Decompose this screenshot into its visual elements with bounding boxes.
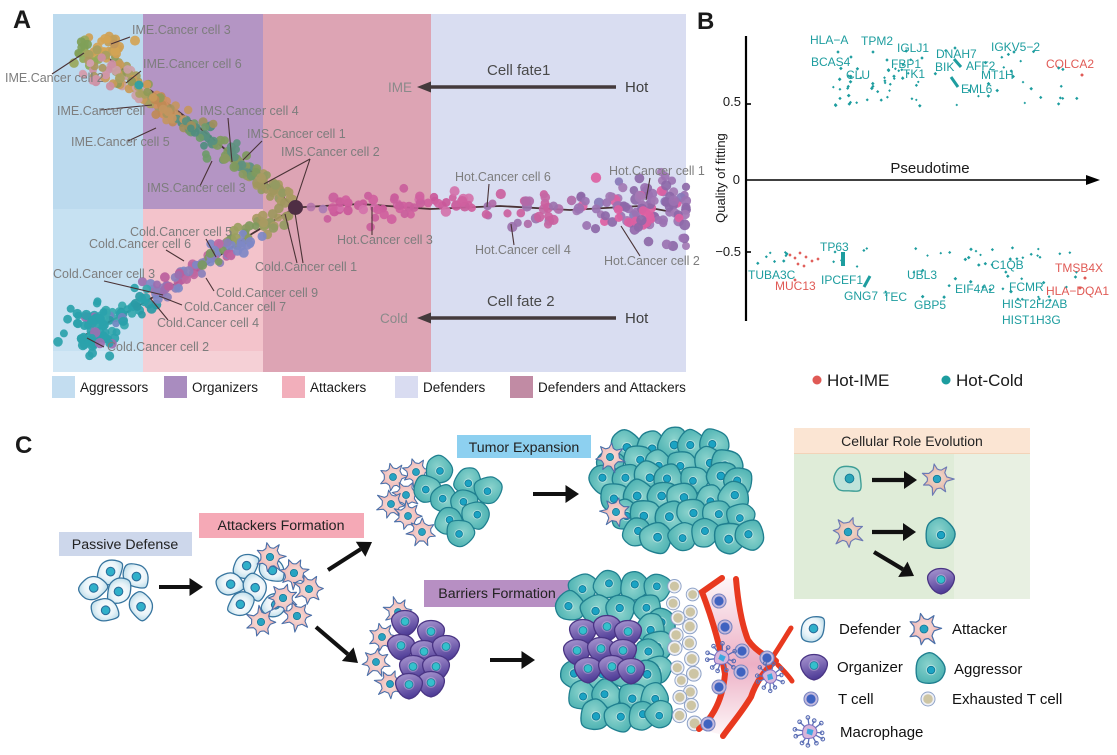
svg-text:IMS.Cancer cell 4: IMS.Cancer cell 4 [200, 104, 299, 118]
svg-text:−0.5: −0.5 [715, 244, 741, 259]
svg-text:Attackers: Attackers [310, 380, 367, 395]
svg-text:Pseudotime: Pseudotime [890, 160, 969, 177]
svg-text:IPCEF1: IPCEF1 [821, 273, 863, 287]
svg-text:EIF4A2: EIF4A2 [955, 282, 995, 296]
svg-text:IGLJ1: IGLJ1 [897, 41, 929, 55]
svg-text:A: A [13, 6, 31, 34]
svg-text:IMS.Cancer cell 1: IMS.Cancer cell 1 [247, 127, 346, 141]
svg-text:IME.Cancer cell 3: IME.Cancer cell 3 [132, 23, 231, 37]
svg-text:C1QB: C1QB [991, 258, 1024, 272]
svg-text:T cell: T cell [838, 691, 874, 708]
svg-text:EML6: EML6 [961, 82, 993, 96]
svg-text:Defenders and Attackers: Defenders and Attackers [538, 380, 686, 395]
svg-text:TPM2: TPM2 [861, 34, 893, 48]
svg-text:Cold.Cancer cell 4: Cold.Cancer cell 4 [157, 316, 259, 330]
svg-text:HIST1H3G: HIST1H3G [1002, 313, 1061, 327]
svg-text:GNG7: GNG7 [844, 289, 878, 303]
svg-text:Exhausted T cell: Exhausted T cell [952, 691, 1062, 708]
svg-text:Hot-IME: Hot-IME [827, 371, 889, 390]
svg-text:Attacker: Attacker [952, 621, 1007, 638]
svg-text:Aggressor: Aggressor [954, 661, 1022, 678]
svg-text:HLA−A: HLA−A [810, 33, 848, 47]
svg-text:Hot.Cancer cell 6: Hot.Cancer cell 6 [455, 170, 551, 184]
svg-text:IME.Cancer cell 6: IME.Cancer cell 6 [143, 57, 242, 71]
svg-text:Cold.Cancer cell 1: Cold.Cancer cell 1 [255, 260, 357, 274]
svg-text:HLA−DQA1: HLA−DQA1 [1046, 284, 1109, 298]
svg-text:Hot: Hot [625, 79, 649, 96]
svg-text:Attackers Formation: Attackers Formation [218, 518, 345, 534]
svg-text:GBP5: GBP5 [914, 298, 946, 312]
svg-text:FCMR: FCMR [1009, 280, 1044, 294]
svg-text:IME: IME [388, 80, 412, 95]
svg-text:TP63: TP63 [820, 240, 849, 254]
svg-text:FBP1: FBP1 [891, 57, 921, 71]
svg-text:0: 0 [733, 172, 740, 187]
svg-text:Quality of fitting: Quality of fitting [713, 133, 728, 223]
svg-text:Cold.Cancer cell 5: Cold.Cancer cell 5 [130, 225, 232, 239]
svg-text:Defenders: Defenders [423, 380, 486, 395]
svg-text:HIST2H2AB: HIST2H2AB [1002, 297, 1067, 311]
svg-text:Hot-Cold: Hot-Cold [956, 371, 1023, 390]
svg-text:Cold.Cancer cell 3: Cold.Cancer cell 3 [53, 267, 155, 281]
svg-text:Hot.Cancer cell 4: Hot.Cancer cell 4 [475, 243, 571, 257]
svg-text:TK1: TK1 [903, 67, 925, 81]
svg-text:TMSB4X: TMSB4X [1055, 261, 1103, 275]
svg-text:Barriers Formation: Barriers Formation [438, 586, 555, 602]
svg-text:Cold.Cancer cell 9: Cold.Cancer cell 9 [216, 286, 318, 300]
svg-text:Hot.Cancer cell 2: Hot.Cancer cell 2 [604, 254, 700, 268]
svg-text:Defender: Defender [839, 621, 901, 638]
svg-text:COLCA2: COLCA2 [1046, 57, 1094, 71]
svg-text:Cellular Role Evolution: Cellular Role Evolution [841, 433, 983, 449]
svg-text:Aggressors: Aggressors [80, 380, 149, 395]
svg-text:Organizer: Organizer [837, 659, 903, 676]
svg-text:TUBA3C: TUBA3C [748, 268, 796, 282]
svg-text:IMS.Cancer cell 3: IMS.Cancer cell 3 [147, 181, 246, 195]
svg-text:Macrophage: Macrophage [840, 724, 923, 741]
svg-text:UBL3: UBL3 [907, 268, 937, 282]
svg-text:Organizers: Organizers [192, 380, 258, 395]
svg-text:IME.Cancer cell 5: IME.Cancer cell 5 [71, 135, 170, 149]
svg-text:IME.Cancer cell 2: IME.Cancer cell 2 [5, 71, 104, 85]
svg-text:BIK: BIK [935, 60, 954, 74]
svg-text:C: C [15, 432, 32, 459]
svg-text:IGKV5−2: IGKV5−2 [991, 40, 1040, 54]
svg-text:CLU: CLU [846, 68, 870, 82]
svg-text:AFF2: AFF2 [966, 59, 996, 73]
svg-text:Cold: Cold [380, 311, 408, 326]
svg-text:Cell fate 2: Cell fate 2 [487, 293, 555, 310]
svg-text:IME.Cancer cell: IME.Cancer cell [57, 104, 145, 118]
svg-text:Hot.Cancer cell 1: Hot.Cancer cell 1 [609, 164, 705, 178]
svg-text:Cell fate1: Cell fate1 [487, 62, 550, 79]
svg-text:IMS.Cancer cell 2: IMS.Cancer cell 2 [281, 145, 380, 159]
svg-text:B: B [697, 8, 714, 35]
svg-text:0.5: 0.5 [723, 94, 741, 109]
svg-text:Cold.Cancer cell 2: Cold.Cancer cell 2 [107, 340, 209, 354]
svg-text:Hot.Cancer cell 3: Hot.Cancer cell 3 [337, 233, 433, 247]
svg-text:BCAS4: BCAS4 [811, 55, 851, 69]
svg-text:Passive Defense: Passive Defense [72, 537, 179, 553]
svg-text:Tumor Expansion: Tumor Expansion [469, 440, 580, 456]
svg-text:Cold.Cancer cell 6: Cold.Cancer cell 6 [89, 237, 191, 251]
svg-text:TEC: TEC [883, 290, 907, 304]
svg-text:Cold.Cancer cell 7: Cold.Cancer cell 7 [184, 300, 286, 314]
svg-text:MT1H: MT1H [981, 68, 1014, 82]
svg-text:MUC13: MUC13 [775, 279, 816, 293]
svg-text:Hot: Hot [625, 310, 649, 327]
